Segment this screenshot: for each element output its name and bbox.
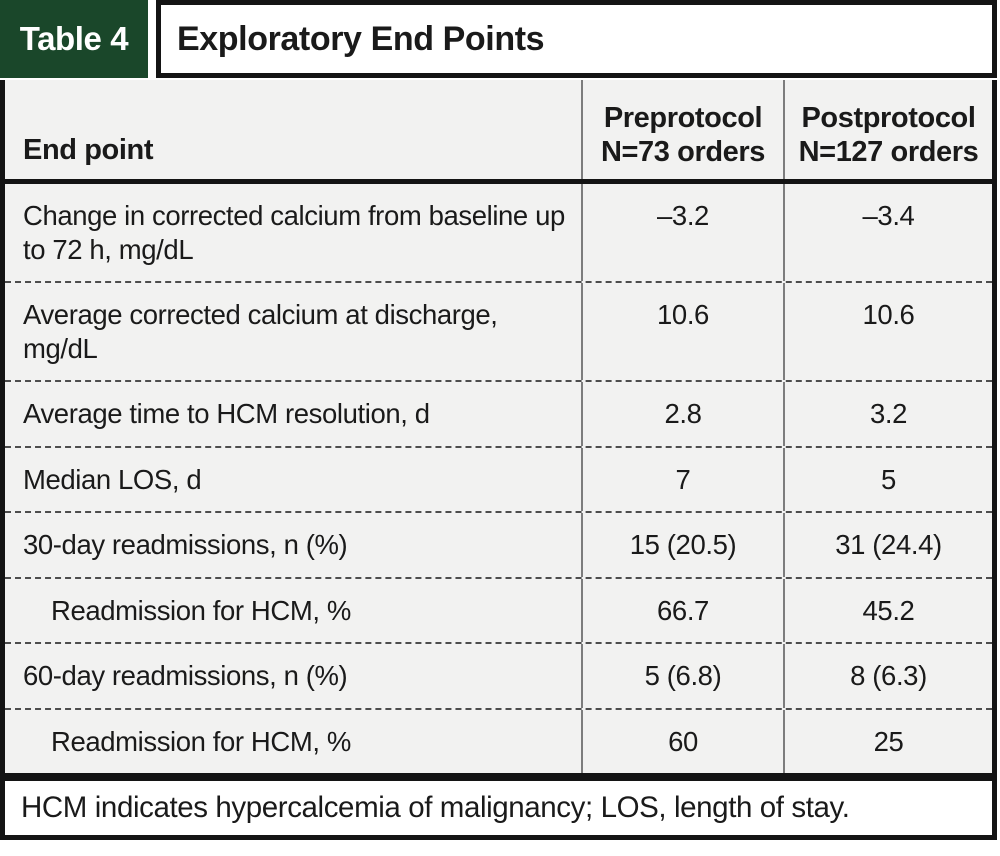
table-row: Readmission for HCM, % 60 25 <box>5 709 992 774</box>
table-row: Average time to HCM resolution, d 2.8 3.… <box>5 382 992 448</box>
column-header-preprotocol-text: Preprotocol N=73 orders <box>600 101 766 168</box>
table-row: 60-day readmissions, n (%) 5 (6.8) 8 (6.… <box>5 644 992 710</box>
table-row: Readmission for HCM, % 66.7 45.2 <box>5 578 992 645</box>
preprotocol-value: 5 (6.8) <box>581 644 783 708</box>
postprotocol-value: 45.2 <box>783 578 992 643</box>
column-header-postprotocol: Postprotocol N=127 orders <box>783 80 992 179</box>
endpoint-label: 60-day readmissions, n (%) <box>23 660 348 692</box>
table-title: Exploratory End Points <box>156 0 997 78</box>
table-row: Median LOS, d 7 5 <box>5 447 992 514</box>
preprotocol-value: –3.2 <box>581 184 783 282</box>
preprotocol-value: 2.8 <box>581 382 783 446</box>
table-footnote: HCM indicates hypercalcemia of malignanc… <box>0 777 997 841</box>
postprotocol-value: 10.6 <box>783 283 992 381</box>
preprotocol-value: 10.6 <box>581 283 783 381</box>
endpoint-label: Average corrected calcium at discharge, … <box>23 299 498 364</box>
preprotocol-value: 15 (20.5) <box>581 513 783 577</box>
endpoint-label: Readmission for HCM, % <box>51 594 351 626</box>
endpoint-label: Average time to HCM resolution, d <box>23 398 430 430</box>
preprotocol-value: 7 <box>581 447 783 512</box>
table-header-row: End point Preprotocol N=73 orders Postpr… <box>5 80 992 184</box>
endpoint-label: Change in corrected calcium from baselin… <box>23 200 565 265</box>
endpoint-label: Readmission for HCM, % <box>51 725 351 757</box>
table-number-tag: Table 4 <box>0 0 148 78</box>
table-title-bar: Table 4 Exploratory End Points <box>0 0 997 78</box>
table-row: Average corrected calcium at discharge, … <box>5 283 992 383</box>
table-figure: Table 4 Exploratory End Points End point… <box>0 0 997 841</box>
postprotocol-value: 31 (24.4) <box>783 513 992 577</box>
title-divider <box>148 0 156 78</box>
preprotocol-value: 66.7 <box>581 578 783 643</box>
postprotocol-value: 5 <box>783 447 992 512</box>
endpoint-label: 30-day readmissions, n (%) <box>23 529 348 561</box>
preprotocol-value: 60 <box>581 709 783 774</box>
postprotocol-value: 25 <box>783 709 992 774</box>
table-rows: Change in corrected calcium from baselin… <box>5 184 992 774</box>
exploratory-endpoints-table: End point Preprotocol N=73 orders Postpr… <box>0 80 997 778</box>
endpoint-label: Median LOS, d <box>23 463 202 495</box>
table-row: 30-day readmissions, n (%) 15 (20.5) 31 … <box>5 513 992 579</box>
column-header-preprotocol: Preprotocol N=73 orders <box>581 80 783 179</box>
postprotocol-value: 8 (6.3) <box>783 644 992 708</box>
column-header-endpoint: End point <box>23 134 154 166</box>
column-header-postprotocol-text: Postprotocol N=127 orders <box>798 101 979 168</box>
postprotocol-value: 3.2 <box>783 382 992 446</box>
postprotocol-value: –3.4 <box>783 184 992 282</box>
table-row: Change in corrected calcium from baselin… <box>5 184 992 284</box>
